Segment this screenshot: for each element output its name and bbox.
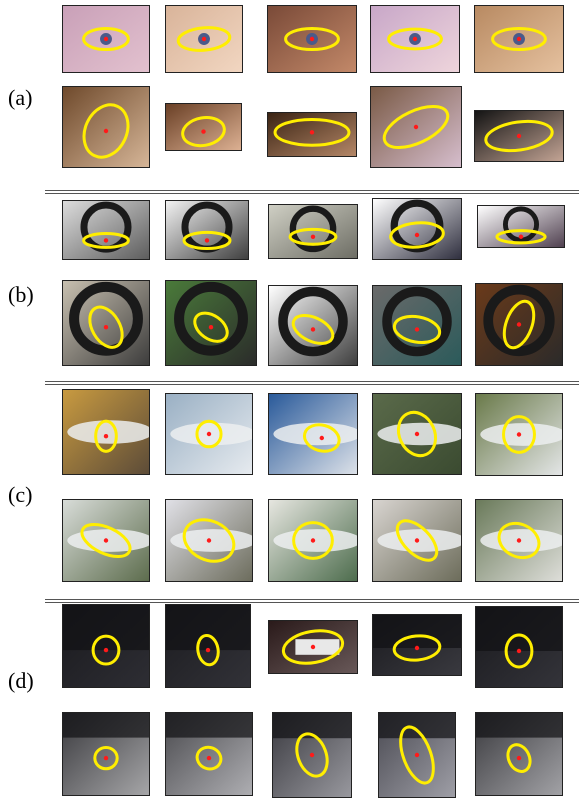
- group-label-d: (d): [8, 668, 34, 694]
- thumbnail-eye-and-hair-2-4: [370, 86, 462, 168]
- thumbnail-airplane-nose-2-5: [475, 499, 563, 582]
- detection-center-point: [517, 756, 521, 760]
- detection-center-point: [519, 235, 523, 239]
- thumbnail-eye-and-hair-2-1: [62, 86, 150, 168]
- detection-center-point: [310, 37, 314, 41]
- thumbnail-eye-and-hair-1-5: [474, 5, 564, 73]
- detection-center-point: [206, 648, 210, 652]
- thumbnail-motorbike-wheel-2-4: [372, 285, 462, 366]
- thumbnail-eye-and-hair-1-3: [267, 5, 357, 73]
- thumbnail-airplane-nose-2-3: [268, 499, 358, 582]
- thumbnail-motorbike-wheel-2-1: [62, 280, 150, 366]
- license-plate: [295, 639, 339, 655]
- thumbnail-photo: [166, 104, 241, 150]
- thumbnail-car-rear-2-1: [62, 712, 150, 796]
- thumbnail-photo: [63, 87, 149, 167]
- thumbnail-motorbike-wheel-1-3: [268, 204, 358, 259]
- detection-center-point: [104, 648, 108, 652]
- car-body: [476, 713, 562, 738]
- detection-center-point: [415, 432, 419, 436]
- car-body: [63, 713, 149, 738]
- detection-center-point: [415, 753, 419, 757]
- detection-center-point: [415, 233, 419, 237]
- car-body: [166, 605, 250, 650]
- detection-center-point: [104, 238, 108, 242]
- group-label-c: (c): [8, 482, 32, 508]
- detection-center-point: [311, 235, 315, 239]
- group-label-a: (a): [8, 85, 32, 111]
- detection-center-point: [413, 37, 417, 41]
- thumbnail-eye-and-hair-1-4: [370, 5, 460, 73]
- thumbnail-motorbike-wheel-1-4: [372, 198, 462, 260]
- thumbnail-airplane-nose-1-5: [475, 393, 563, 476]
- detection-center-point: [104, 129, 108, 133]
- car-body: [373, 615, 461, 648]
- group-label-b: (b): [8, 282, 34, 308]
- car-body: [166, 713, 252, 738]
- thumbnail-car-rear-1-3: [268, 620, 358, 674]
- group-divider-ab: [45, 190, 579, 194]
- thumbnail-eye-and-hair-2-3: [267, 112, 357, 157]
- thumbnail-motorbike-wheel-2-5: [475, 283, 563, 366]
- thumbnail-eye-and-hair-1-1: [62, 5, 150, 73]
- thumbnail-motorbike-wheel-2-3: [268, 285, 358, 366]
- detection-center-point: [104, 37, 108, 41]
- detection-center-point: [207, 432, 211, 436]
- detection-center-point: [517, 322, 521, 326]
- thumbnail-car-rear-1-1: [62, 604, 150, 688]
- thumbnail-car-rear-1-5: [475, 606, 563, 688]
- thumbnail-car-rear-1-4: [372, 614, 462, 676]
- thumbnail-airplane-nose-2-2: [165, 499, 253, 582]
- thumbnail-airplane-nose-1-3: [268, 393, 358, 475]
- detection-center-point: [414, 125, 418, 129]
- thumbnail-motorbike-wheel-1-5: [477, 205, 565, 248]
- thumbnail-airplane-nose-2-1: [62, 499, 150, 582]
- detection-center-point: [207, 538, 211, 542]
- thumbnail-motorbike-wheel-1-1: [62, 200, 150, 260]
- thumbnail-airplane-nose-1-2: [165, 393, 253, 475]
- detection-center-point: [517, 37, 521, 41]
- detection-center-point: [517, 649, 521, 653]
- thumbnail-airplane-nose-2-4: [372, 499, 462, 582]
- thumbnail-motorbike-wheel-1-2: [165, 200, 249, 260]
- thumbnail-car-rear-2-2: [165, 712, 253, 796]
- thumbnail-airplane-nose-1-4: [372, 393, 462, 475]
- detection-center-point: [104, 325, 108, 329]
- thumbnail-eye-and-hair-2-2: [165, 103, 242, 151]
- detection-center-point: [104, 434, 108, 438]
- detection-center-point: [415, 538, 419, 542]
- detection-center-point: [415, 646, 419, 650]
- group-divider-cd: [45, 599, 579, 603]
- car-body: [476, 607, 562, 651]
- detection-center-point: [311, 327, 315, 331]
- detection-center-point: [311, 538, 315, 542]
- thumbnail-airplane-nose-1-1: [62, 389, 150, 475]
- thumbnail-car-rear-2-3: [272, 712, 352, 798]
- group-divider-bc: [45, 381, 579, 385]
- detection-center-point: [517, 134, 521, 138]
- detection-center-point: [104, 756, 108, 760]
- detection-center-point: [310, 753, 314, 757]
- detection-center-point: [201, 129, 205, 133]
- detection-center-point: [320, 436, 324, 440]
- car-body: [63, 605, 149, 650]
- detection-center-point: [517, 538, 521, 542]
- detection-center-point: [517, 432, 521, 436]
- detection-center-point: [209, 325, 213, 329]
- thumbnail-car-rear-2-4: [378, 712, 456, 798]
- detection-center-point: [202, 37, 206, 41]
- detection-center-point: [205, 238, 209, 242]
- detection-center-point: [311, 645, 315, 649]
- thumbnail-eye-and-hair-2-5: [474, 110, 564, 162]
- car-body: [379, 713, 455, 738]
- detection-center-point: [415, 327, 419, 331]
- thumbnail-eye-and-hair-1-2: [165, 5, 243, 73]
- detection-center-point: [310, 130, 314, 134]
- detection-center-point: [207, 756, 211, 760]
- detection-center-point: [104, 538, 108, 542]
- thumbnail-car-rear-1-2: [165, 604, 251, 688]
- thumbnail-car-rear-2-5: [475, 712, 563, 796]
- thumbnail-motorbike-wheel-2-2: [165, 280, 257, 366]
